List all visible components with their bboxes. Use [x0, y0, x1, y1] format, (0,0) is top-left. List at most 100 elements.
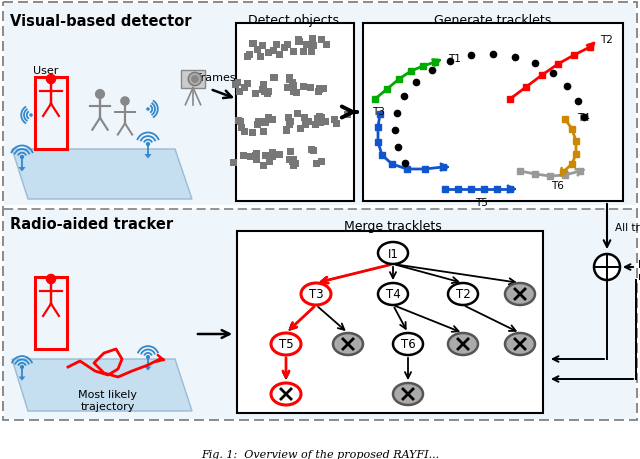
Text: Radio-aided tracker: Radio-aided tracker [10, 217, 173, 231]
Bar [310, 36, 316, 43]
Text: Generate tracklets: Generate tracklets [435, 14, 552, 27]
Bar [283, 128, 289, 134]
Bar [284, 42, 291, 49]
Bar [310, 147, 317, 155]
Bar [236, 89, 243, 96]
Bar [259, 43, 266, 50]
Bar [308, 45, 315, 52]
Bar [250, 130, 256, 137]
Ellipse shape [301, 283, 331, 305]
Bar [257, 54, 264, 61]
Bar [286, 157, 293, 164]
Polygon shape [12, 150, 192, 200]
Ellipse shape [393, 333, 423, 355]
Bar [344, 112, 351, 119]
Bar [271, 75, 278, 82]
Bar [287, 118, 294, 125]
Bar [235, 118, 242, 124]
Circle shape [188, 73, 202, 86]
Text: I1: I1 [388, 247, 399, 260]
Bar [292, 161, 300, 168]
Circle shape [147, 109, 149, 111]
Bar [317, 120, 324, 127]
Bar [259, 86, 266, 93]
Bar [283, 127, 290, 134]
Bar [314, 116, 321, 123]
Ellipse shape [448, 283, 478, 305]
Bar [315, 89, 322, 95]
Ellipse shape [378, 242, 408, 264]
Circle shape [95, 90, 105, 100]
Text: Fig. 1:  Overview of the proposed RAYFI...: Fig. 1: Overview of the proposed RAYFI..… [201, 449, 439, 459]
Ellipse shape [333, 333, 363, 355]
Bar [241, 129, 248, 135]
Bar [255, 119, 262, 126]
Ellipse shape [393, 383, 423, 405]
Ellipse shape [505, 333, 535, 355]
Bar [290, 157, 297, 164]
Bar [237, 119, 244, 126]
Bar [265, 115, 272, 122]
Circle shape [20, 156, 24, 159]
Bar [244, 54, 252, 61]
Polygon shape [236, 24, 354, 202]
Polygon shape [145, 367, 152, 371]
Bar [261, 89, 268, 96]
Bar [290, 49, 297, 56]
Text: T2: T2 [456, 288, 470, 301]
Bar [255, 47, 262, 54]
Circle shape [45, 74, 56, 85]
Bar [244, 81, 252, 88]
Bar [273, 42, 280, 49]
Circle shape [120, 97, 130, 106]
Ellipse shape [378, 283, 408, 305]
Circle shape [20, 366, 23, 369]
Bar [312, 122, 319, 129]
Ellipse shape [448, 333, 478, 355]
Bar [318, 114, 325, 121]
Bar [296, 126, 303, 133]
Circle shape [30, 115, 32, 117]
Bar [269, 117, 276, 124]
Bar [266, 159, 273, 166]
Bar [294, 111, 301, 118]
Bar [287, 149, 294, 156]
Bar [253, 157, 260, 163]
Circle shape [594, 254, 620, 280]
Text: Frames: Frames [196, 73, 236, 83]
Bar [252, 91, 259, 98]
Bar [301, 115, 308, 122]
Polygon shape [237, 231, 543, 413]
Bar [252, 153, 259, 160]
Bar [302, 122, 309, 129]
Bar [240, 153, 247, 160]
Circle shape [45, 274, 56, 285]
Bar [249, 41, 256, 48]
Bar [316, 87, 323, 94]
Text: T4: T4 [577, 113, 590, 123]
Bar [333, 120, 340, 128]
Bar [260, 162, 267, 169]
Bar [296, 39, 303, 45]
Polygon shape [19, 168, 26, 172]
Bar [285, 122, 292, 129]
Ellipse shape [271, 333, 301, 355]
Text: Visual-based detector: Visual-based detector [10, 14, 191, 29]
Polygon shape [180, 71, 205, 88]
Bar [260, 129, 267, 136]
Bar [276, 152, 283, 159]
Polygon shape [12, 359, 192, 411]
Circle shape [147, 143, 150, 146]
Ellipse shape [271, 383, 301, 405]
Bar [289, 158, 296, 165]
Bar [289, 80, 296, 87]
Text: T1: T1 [448, 54, 461, 64]
Text: Detect objects: Detect objects [248, 14, 339, 27]
Bar [284, 85, 291, 92]
Text: T5: T5 [475, 197, 488, 207]
Text: User: User [33, 66, 58, 76]
Bar [286, 77, 293, 84]
Bar [230, 160, 237, 167]
Bar [241, 85, 248, 92]
Text: T5: T5 [278, 338, 293, 351]
